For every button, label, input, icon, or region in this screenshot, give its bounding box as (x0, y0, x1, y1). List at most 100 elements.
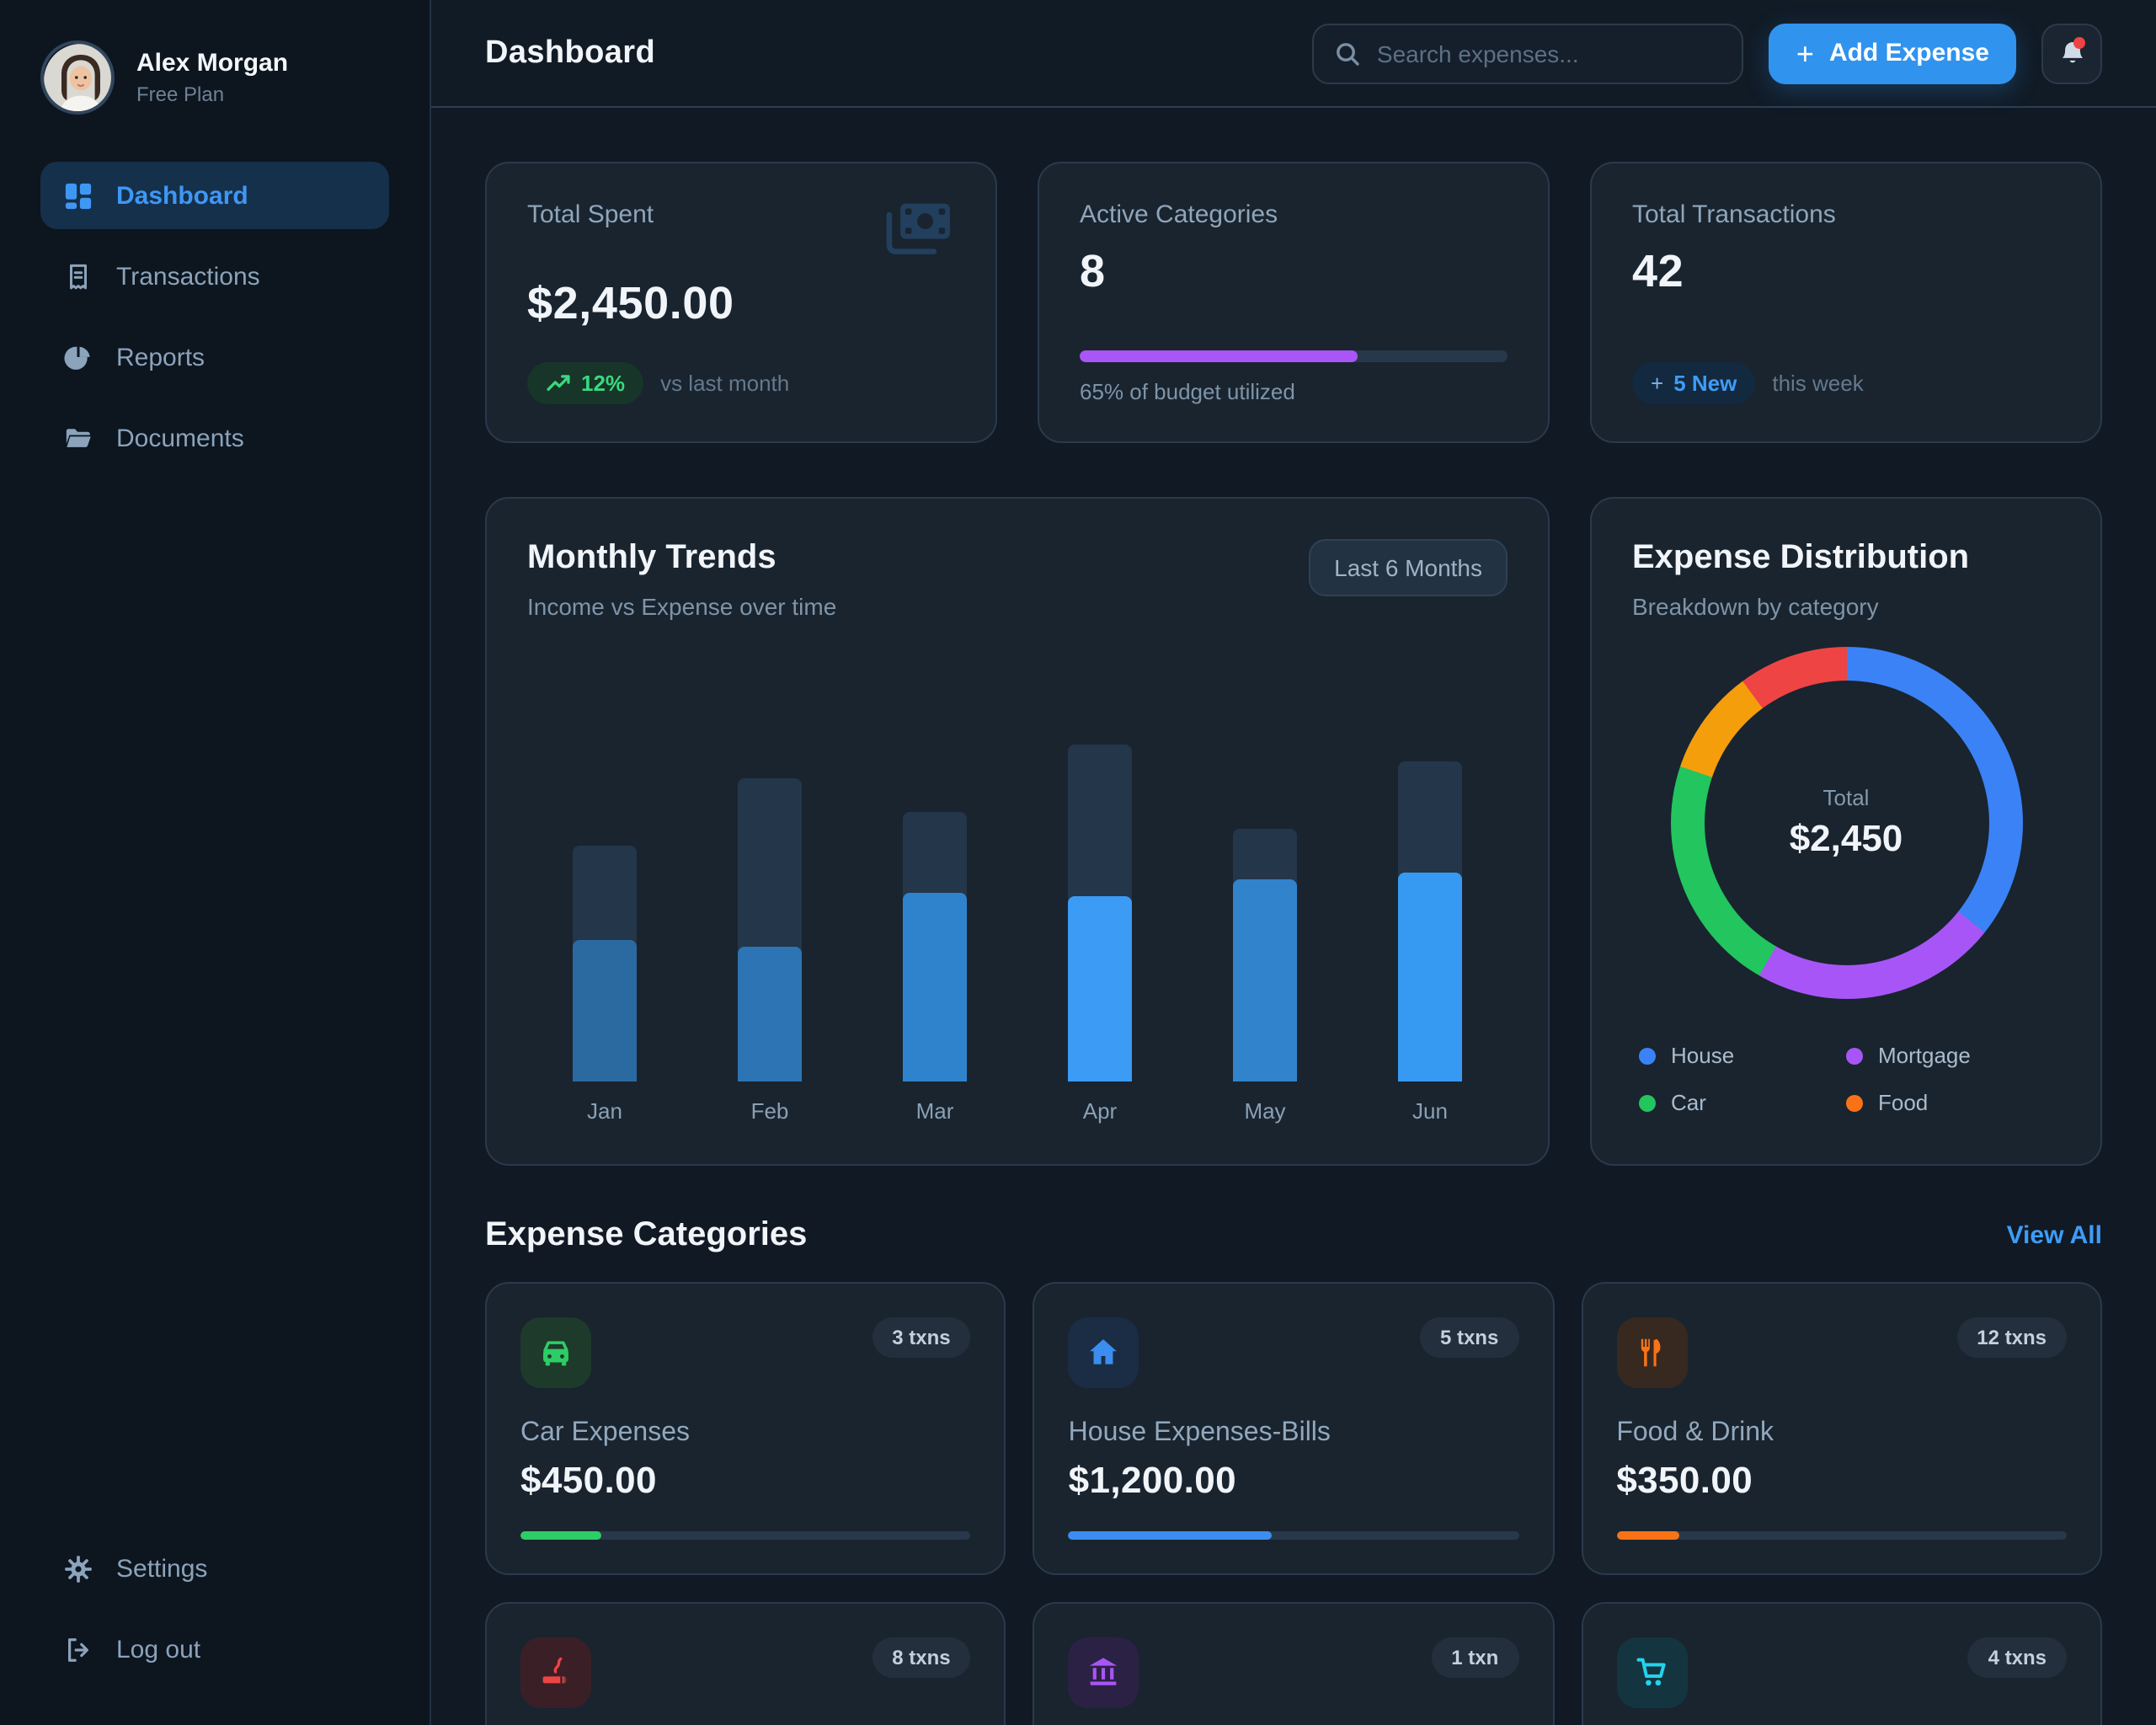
category-card-food[interactable]: 12 txns Food & Drink $350.00 (1581, 1282, 2102, 1575)
legend-dot (1639, 1094, 1656, 1111)
dashboard-grid-icon (65, 182, 92, 209)
new-badge-value: 5 New (1673, 371, 1737, 396)
stat-label: Total Spent (527, 200, 654, 229)
cigarette-icon-tile (520, 1637, 591, 1708)
trending-up-icon (547, 375, 570, 391)
legend-label: Car (1671, 1090, 1706, 1115)
page-title: Dashboard (485, 35, 656, 70)
bar-group-jan[interactable] (573, 745, 637, 1081)
dashboard-content: Total Spent $2,450.00 (431, 108, 2156, 1725)
legend-label: House (1671, 1043, 1735, 1068)
add-expense-label: Add Expense (1828, 39, 1989, 67)
stat-card-total-spent: Total Spent $2,450.00 (485, 162, 997, 443)
bar-group-apr[interactable] (1068, 745, 1132, 1081)
expense-bar (1068, 896, 1132, 1081)
expense-distribution-card: Expense Distribution Breakdown by catego… (1590, 497, 2102, 1166)
cart-icon-tile (1616, 1637, 1688, 1708)
donut-total-value: $2,450 (1789, 817, 1903, 859)
notifications-button[interactable] (2041, 23, 2102, 83)
sidebar-nav: Dashboard Transactions Reports (0, 162, 430, 472)
main-area: Dashboard + Add Expense (431, 0, 2156, 1725)
user-profile[interactable]: Alex Morgan Free Plan (0, 40, 430, 115)
bar-group-mar[interactable] (903, 745, 967, 1081)
search-box[interactable] (1312, 23, 1744, 83)
gear-icon (65, 1555, 92, 1582)
add-expense-button[interactable]: + Add Expense (1769, 23, 2016, 83)
avatar (40, 40, 115, 115)
search-input[interactable] (1376, 40, 1722, 67)
sidebar-footer: Settings Log out (0, 1535, 430, 1683)
chart-subtitle: Income vs Expense over time (527, 593, 837, 620)
utensils-icon (1641, 1338, 1660, 1367)
header-actions: + Add Expense (1312, 23, 2102, 83)
sidebar-item-documents[interactable]: Documents (40, 404, 389, 472)
category-card-smoking[interactable]: 8 txns (485, 1602, 1006, 1725)
notification-dot (2073, 36, 2085, 48)
expense-bar (1233, 879, 1297, 1081)
category-card-house[interactable]: 5 txns House Expenses-Bills $1,200.00 (1033, 1282, 1555, 1575)
bar-chart-x-axis: Jan Feb Mar Apr May Jun (527, 1098, 1508, 1124)
bar-group-feb[interactable] (738, 745, 802, 1081)
car-icon-tile (520, 1317, 591, 1388)
range-selector-button[interactable]: Last 6 Months (1309, 539, 1508, 596)
home-icon (1090, 1339, 1118, 1365)
sidebar-item-label: Transactions (116, 262, 260, 291)
txn-count-badge: 8 txns (872, 1637, 971, 1678)
category-progress-track (1068, 1531, 1519, 1540)
stat-note: 65% of budget utilized (1080, 379, 1295, 404)
cart-icon (1636, 1658, 1665, 1686)
search-icon (1337, 42, 1360, 65)
sidebar-item-dashboard[interactable]: Dashboard (40, 162, 389, 229)
sidebar: Alex Morgan Free Plan Dashboard Transact… (0, 0, 431, 1725)
category-card-shopping[interactable]: 4 txns (1581, 1602, 2102, 1725)
category-progress-track (520, 1531, 971, 1540)
legend-label: Food (1878, 1090, 1929, 1115)
chart-subtitle: Breakdown by category (1632, 593, 1879, 620)
legend-dot (1846, 1094, 1863, 1111)
txn-count-badge: 4 txns (1967, 1637, 2067, 1678)
sidebar-item-transactions[interactable]: Transactions (40, 243, 389, 310)
category-name: Food & Drink (1616, 1418, 1774, 1447)
sidebar-item-label: Documents (116, 424, 244, 452)
monthly-trends-card: Monthly Trends Income vs Expense over ti… (485, 497, 1550, 1166)
banknotes-icon (886, 203, 950, 254)
expense-bar (573, 940, 637, 1081)
expense-bar (903, 893, 967, 1081)
folder-icon (66, 428, 91, 446)
bar-group-may[interactable] (1233, 745, 1297, 1081)
avatar-illustration (44, 44, 111, 111)
plus-icon: + (1651, 371, 1664, 396)
budget-progress-track (1080, 350, 1508, 362)
expense-bar (738, 947, 802, 1081)
receipt-icon (69, 263, 88, 289)
sidebar-item-reports[interactable]: Reports (40, 323, 389, 391)
new-transactions-badge: + 5 New (1632, 362, 1756, 404)
bar-group-jun[interactable] (1398, 745, 1462, 1081)
sidebar-item-logout[interactable]: Log out (40, 1616, 389, 1683)
category-card-mortgage[interactable]: 1 txn (1033, 1602, 1555, 1725)
category-progress-fill (520, 1531, 602, 1540)
cigarette-icon (542, 1657, 567, 1684)
sidebar-item-settings[interactable]: Settings (40, 1535, 389, 1602)
stat-note: vs last month (660, 371, 790, 396)
bank-icon-tile (1068, 1637, 1139, 1708)
legend-item-house: House (1639, 1043, 1846, 1068)
view-all-link[interactable]: View All (2006, 1221, 2102, 1250)
user-plan: Free Plan (136, 83, 225, 106)
section-title: Expense Categories (485, 1216, 808, 1253)
donut-center: Total $2,450 (1704, 681, 1988, 965)
bar-chart (527, 745, 1508, 1081)
category-progress-track (1616, 1531, 2067, 1540)
expense-bar (1398, 873, 1462, 1081)
legend-item-car: Car (1639, 1090, 1846, 1115)
trend-badge-value: 12% (581, 371, 626, 396)
chart-title: Monthly Trends (527, 539, 776, 576)
user-name: Alex Morgan (136, 49, 289, 77)
category-progress-fill (1616, 1531, 1680, 1540)
category-cards-grid: 3 txns Car Expenses $450.00 (485, 1282, 2102, 1725)
sidebar-item-label: Dashboard (116, 181, 248, 210)
category-amount: $1,200.00 (1068, 1459, 1237, 1501)
category-card-car[interactable]: 3 txns Car Expenses $450.00 (485, 1282, 1006, 1575)
category-name: Car Expenses (520, 1418, 690, 1447)
